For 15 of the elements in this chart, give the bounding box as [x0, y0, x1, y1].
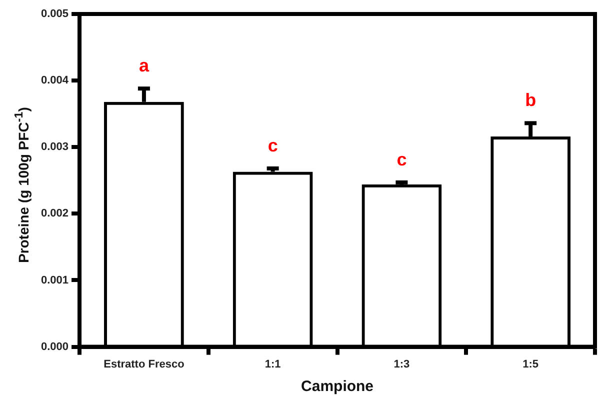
annotation: c: [396, 149, 407, 170]
y-tick-label: 0.001: [40, 274, 69, 286]
annotation: a: [138, 56, 150, 76]
x-axis-title: Campione: [301, 378, 374, 396]
y-tick-label: 0.000: [40, 340, 69, 353]
annotation: b: [525, 90, 536, 110]
y-tick-label: 0.002: [40, 208, 69, 220]
x-tick-label: 1:1: [264, 358, 281, 370]
x-tick-label: 1:3: [394, 358, 410, 370]
y-tick-label: 0.004: [40, 74, 70, 87]
y-tick-label: 0.003: [40, 141, 69, 154]
annotation: c: [268, 135, 278, 156]
y-tick-label: 0.005: [40, 8, 69, 20]
x-tick-label: 1:5: [522, 358, 539, 370]
x-tick-label: Estratto Fresco: [104, 358, 185, 370]
